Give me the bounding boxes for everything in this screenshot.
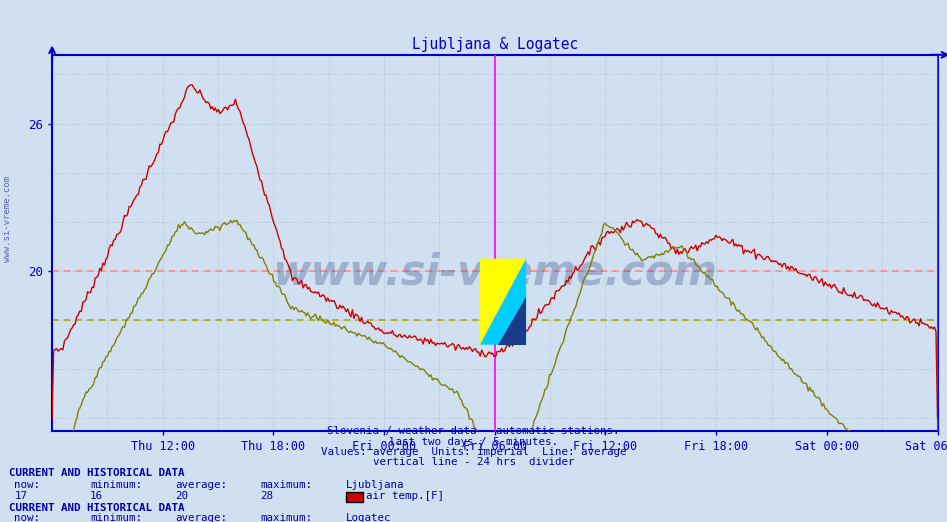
Text: CURRENT AND HISTORICAL DATA: CURRENT AND HISTORICAL DATA (9, 468, 185, 478)
Text: 20: 20 (175, 491, 188, 501)
Text: vertical line - 24 hrs  divider: vertical line - 24 hrs divider (373, 457, 574, 467)
Text: maximum:: maximum: (260, 513, 313, 522)
Text: 16: 16 (90, 491, 103, 501)
Text: now:: now: (14, 513, 40, 522)
Text: maximum:: maximum: (260, 480, 313, 490)
Text: CURRENT AND HISTORICAL DATA: CURRENT AND HISTORICAL DATA (9, 503, 185, 513)
Text: 17: 17 (14, 491, 27, 501)
Text: minimum:: minimum: (90, 513, 142, 522)
Text: Ljubljana: Ljubljana (346, 480, 404, 490)
Polygon shape (480, 259, 527, 345)
Title: Ljubljana & Logatec: Ljubljana & Logatec (412, 37, 578, 52)
Text: 28: 28 (260, 491, 274, 501)
Text: average:: average: (175, 480, 227, 490)
Text: minimum:: minimum: (90, 480, 142, 490)
Polygon shape (480, 259, 527, 345)
Text: average:: average: (175, 513, 227, 522)
Text: Logatec: Logatec (346, 513, 391, 522)
Text: Values: average  Units: imperial  Line: average: Values: average Units: imperial Line: av… (321, 447, 626, 457)
Text: www.si-vreme.com: www.si-vreme.com (273, 252, 717, 294)
Text: Slovenia / weather data - automatic stations.: Slovenia / weather data - automatic stat… (328, 426, 619, 436)
Text: now:: now: (14, 480, 40, 490)
Text: last two days / 5 minutes.: last two days / 5 minutes. (389, 437, 558, 447)
Text: www.si-vreme.com: www.si-vreme.com (3, 176, 12, 262)
Polygon shape (498, 298, 527, 345)
Text: air temp.[F]: air temp.[F] (366, 491, 444, 501)
